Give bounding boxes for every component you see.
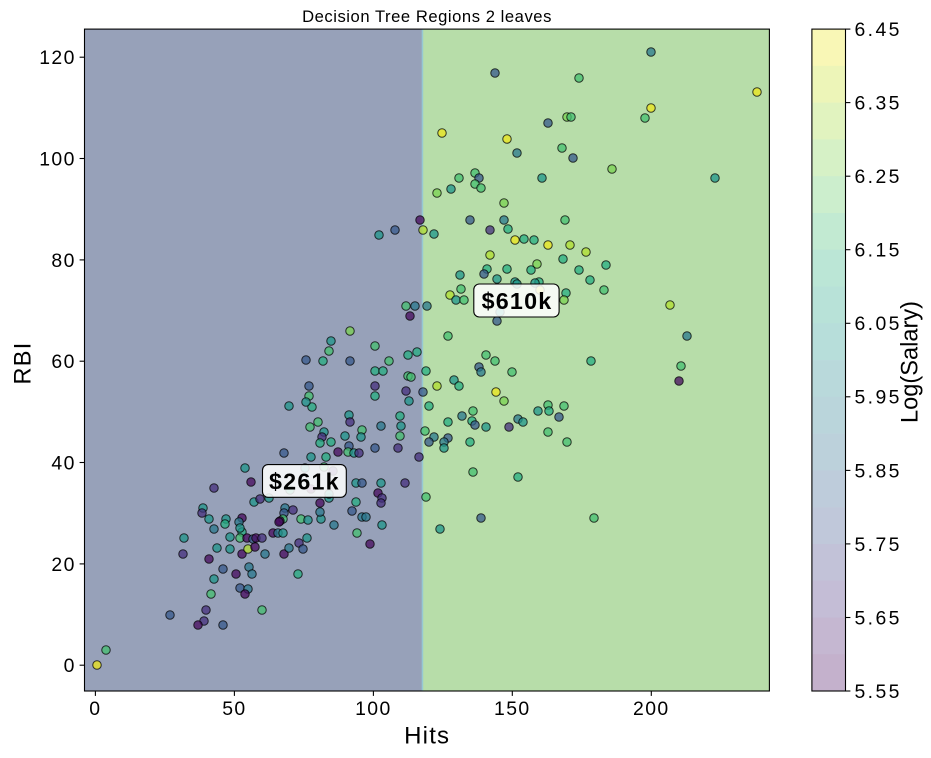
svg-text:50: 50 <box>222 698 246 720</box>
svg-text:5.55: 5.55 <box>855 681 902 703</box>
svg-text:5.85: 5.85 <box>855 460 902 482</box>
svg-text:80: 80 <box>51 250 75 272</box>
svg-text:$261k: $261k <box>269 468 340 494</box>
svg-text:100: 100 <box>39 148 76 170</box>
svg-text:5.75: 5.75 <box>855 534 902 556</box>
svg-text:40: 40 <box>51 452 75 474</box>
svg-text:Log(Salary): Log(Salary) <box>898 301 924 423</box>
svg-text:0: 0 <box>64 655 76 677</box>
svg-text:200: 200 <box>633 698 670 720</box>
svg-text:Decision Tree Regions 2 leaves: Decision Tree Regions 2 leaves <box>302 7 552 26</box>
svg-text:6.05: 6.05 <box>855 313 902 335</box>
svg-text:5.65: 5.65 <box>855 607 902 629</box>
svg-text:60: 60 <box>51 351 75 373</box>
svg-text:0: 0 <box>89 698 101 720</box>
svg-text:5.95: 5.95 <box>855 387 902 409</box>
svg-text:150: 150 <box>494 698 531 720</box>
svg-text:RBI: RBI <box>11 342 37 385</box>
svg-text:120: 120 <box>39 47 76 69</box>
svg-text:100: 100 <box>355 698 392 720</box>
svg-text:6.45: 6.45 <box>855 19 902 41</box>
svg-text:Hits: Hits <box>404 723 450 750</box>
svg-text:6.15: 6.15 <box>855 240 902 262</box>
svg-text:$610k: $610k <box>482 288 553 314</box>
svg-text:6.25: 6.25 <box>855 166 902 188</box>
svg-text:20: 20 <box>51 554 75 576</box>
svg-text:6.35: 6.35 <box>855 93 902 115</box>
